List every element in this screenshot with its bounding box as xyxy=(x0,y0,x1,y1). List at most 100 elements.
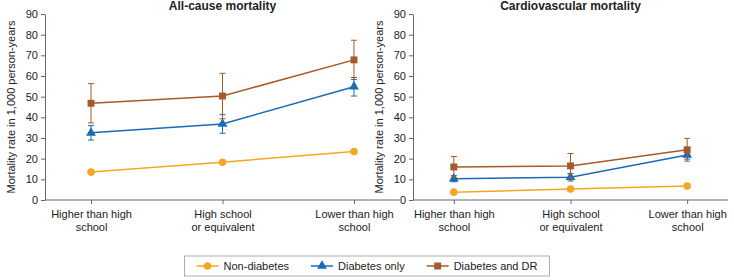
series xyxy=(449,149,692,182)
series xyxy=(87,148,358,176)
y-tick-label: 40 xyxy=(26,111,38,123)
legend-items: Non-diabetes Diabetes only Diabetes and DR xyxy=(197,260,538,272)
y-tick: 10 xyxy=(394,173,413,185)
y-axis: 0102030405060708090 xyxy=(394,8,414,206)
error-cap xyxy=(220,118,226,119)
error-cap xyxy=(88,122,94,123)
x-tick-label: Lower than highschool xyxy=(315,208,393,233)
y-tick-label: 0 xyxy=(32,194,38,206)
x-tick-label: High schoolor equivalent xyxy=(540,208,603,233)
marker xyxy=(349,81,359,90)
marker xyxy=(450,163,457,170)
y-tick-mark xyxy=(409,179,413,180)
x-tick: Lower than highschool xyxy=(649,200,727,233)
error-cap xyxy=(88,83,94,84)
y-tick-label: 60 xyxy=(26,70,38,82)
y-tick-mark xyxy=(409,97,413,98)
y-tick-label: 90 xyxy=(26,8,38,20)
legend-item: Diabetes only xyxy=(311,260,405,272)
y-tick-mark xyxy=(41,14,45,15)
error-cap xyxy=(451,177,457,178)
x-tick: High schoolor equivalent xyxy=(540,200,603,233)
x-tick-label: Lower than highschool xyxy=(649,208,727,233)
error-bar xyxy=(88,84,94,123)
y-tick-mark xyxy=(41,55,45,56)
x-tick-label: Higher than highschool xyxy=(414,208,495,233)
y-tick-mark xyxy=(409,117,413,118)
y-tick-label: 50 xyxy=(26,91,38,103)
y-tick: 80 xyxy=(26,29,45,41)
legend-label: Diabetes only xyxy=(338,260,405,272)
y-tick-mark xyxy=(409,14,413,15)
y-tick-label: 70 xyxy=(26,49,38,61)
y-tick: 10 xyxy=(26,173,45,185)
marker xyxy=(567,185,575,193)
error-bar xyxy=(451,157,457,178)
legend-item: Diabetes and DR xyxy=(427,260,538,272)
error-cap xyxy=(88,140,94,141)
y-tick: 90 xyxy=(26,8,45,20)
y-tick: 40 xyxy=(394,111,413,123)
y-tick-mark xyxy=(41,179,45,180)
error-cap xyxy=(88,125,94,126)
error-cap xyxy=(220,133,226,134)
error-cap xyxy=(351,40,357,41)
y-tick-label: 70 xyxy=(394,49,406,61)
marker xyxy=(219,158,227,166)
y-tick: 60 xyxy=(26,70,45,82)
y-axis: 0 10 20 30 40 50 60 70 80 90 xyxy=(26,8,46,206)
x-tick: Higher than highschool xyxy=(414,200,495,233)
x-tick-mark xyxy=(223,200,224,204)
marker xyxy=(450,188,458,196)
x-axis: Higher than highschool High schoolor equi… xyxy=(45,200,400,233)
y-tick-mark xyxy=(41,97,45,98)
y-tick-label: 80 xyxy=(26,29,38,41)
y-tick-mark xyxy=(41,35,45,36)
figure: All-cause mortalityMortality rate in 1,0… xyxy=(0,0,734,280)
y-axis-title: Mortality rate in 1,000 person-years xyxy=(373,20,385,194)
marker xyxy=(86,127,96,136)
legend: Non-diabetes Diabetes only Diabetes and DR xyxy=(185,256,550,276)
marker xyxy=(219,93,226,100)
error-bar xyxy=(220,73,226,118)
chart-title: Cardiovascular mortality xyxy=(500,0,641,13)
x-tick-label: Higher than highschool xyxy=(51,208,132,233)
y-tick: 90 xyxy=(394,8,413,20)
y-axis-line xyxy=(413,15,414,201)
error-cap xyxy=(451,156,457,157)
x-tick: Higher than highschool xyxy=(51,200,132,233)
y-tick: 30 xyxy=(26,132,45,144)
error-cap xyxy=(684,161,690,162)
series xyxy=(88,40,358,123)
y-tick-label: 20 xyxy=(26,153,38,165)
y-tick-label: 80 xyxy=(394,29,406,41)
marker xyxy=(88,100,95,107)
y-tick: 70 xyxy=(26,49,45,61)
y-axis-title: Mortality rate in 1,000 person-years xyxy=(5,20,17,194)
marker xyxy=(683,182,691,190)
x-tick-mark xyxy=(687,200,688,204)
x-tick-label: High schoolor equivalent xyxy=(192,208,255,233)
y-tick-label: 10 xyxy=(26,173,38,185)
y-tick-label: 60 xyxy=(394,70,406,82)
legend-label: Non-diabetes xyxy=(224,260,290,272)
marker xyxy=(684,146,691,153)
y-tick-label: 40 xyxy=(394,111,406,123)
y-tick-label: 0 xyxy=(400,194,406,206)
marker xyxy=(567,162,574,169)
x-tick-mark xyxy=(354,200,355,204)
legend-marker xyxy=(204,262,212,270)
y-tick-mark xyxy=(409,35,413,36)
error-cap xyxy=(568,178,574,179)
legend-item: Non-diabetes xyxy=(197,260,290,272)
x-tick-mark xyxy=(91,200,92,204)
plot-area xyxy=(449,138,692,196)
legend-label: Diabetes and DR xyxy=(454,260,538,272)
y-tick-label: 30 xyxy=(26,132,38,144)
y-tick-mark xyxy=(409,76,413,77)
y-tick-mark xyxy=(409,159,413,160)
plot-area xyxy=(86,40,359,176)
legend-marker xyxy=(317,260,327,269)
marker xyxy=(351,56,358,63)
x-tick-mark xyxy=(454,200,455,204)
